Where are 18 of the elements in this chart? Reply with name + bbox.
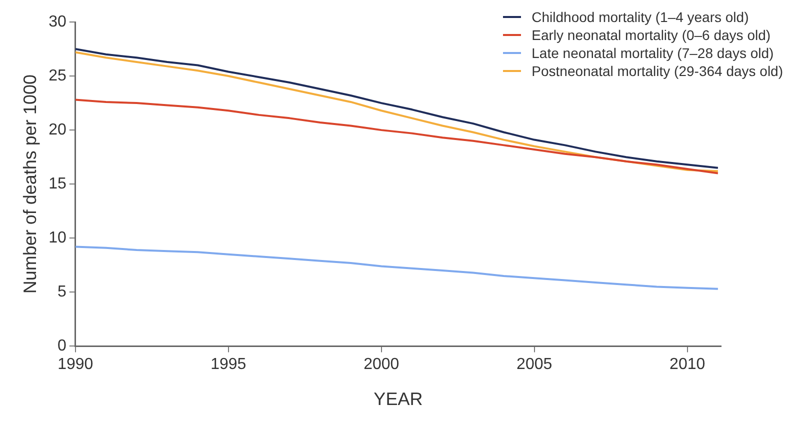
legend-label: Early neonatal mortality (0–6 days old) [532,26,771,44]
x-tick-label: 1990 [58,356,94,374]
x-tick-label: 2000 [364,356,400,374]
y-tick-label: 10 [48,230,66,247]
y-tick-label: 20 [48,121,66,138]
x-tick-label: 1995 [210,356,246,374]
x-tick-label: 2005 [516,356,552,374]
y-tick-label: 15 [48,176,66,193]
legend-label: Postneonatal mortality (29-364 days old) [532,62,783,80]
y-axis-title: Number of deaths per 1000 [20,74,40,294]
y-tick-label: 0 [57,338,66,355]
y-tick-label: 5 [57,284,66,301]
x-tick-label: 2010 [670,356,706,374]
y-tick-label: 25 [48,67,66,84]
x-axis-title: YEAR [374,389,423,410]
y-tick-label: 30 [48,13,66,30]
legend-label: Late neonatal mortality (7–28 days old) [532,44,774,62]
legend-label: Childhood mortality (1–4 years old) [532,8,749,26]
